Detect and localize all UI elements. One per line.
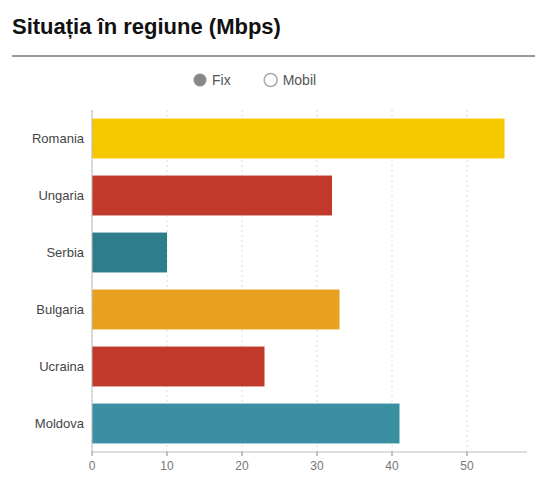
legend-label: Mobil [283, 72, 316, 88]
bar [92, 347, 265, 387]
grid-line [242, 110, 243, 452]
grid-line [317, 110, 318, 452]
legend-item: Fix [194, 72, 231, 88]
grid-line [467, 110, 468, 452]
grid [92, 110, 467, 452]
x-tick-label: 50 [460, 459, 474, 473]
legend-label: Fix [212, 72, 231, 88]
axes: 0 10 20 30 40 50 Moldova Ucraina Bulgaria Serbia U… [32, 110, 527, 473]
title-rule [12, 56, 535, 57]
legend-item: Mobil [264, 72, 316, 88]
category-label: Bulgaria [36, 302, 84, 317]
x-tick [467, 452, 468, 456]
bar [92, 290, 340, 330]
x-tick [392, 452, 393, 456]
chart-container: Situația în regiune (Mbps) Fix Mobil 0 10 20 3… [0, 0, 547, 501]
x-tick-label: 10 [160, 459, 174, 473]
x-tick [317, 452, 318, 456]
legend-marker [194, 74, 207, 87]
x-tick-label: 30 [310, 459, 324, 473]
x-tick-label: 20 [235, 459, 249, 473]
bars [92, 119, 505, 444]
chart-svg: Situația în regiune (Mbps) Fix Mobil 0 10 20 3… [0, 0, 547, 501]
category-label: Moldova [35, 416, 85, 431]
title: Situația în regiune (Mbps) [12, 14, 281, 39]
x-axis-line [92, 452, 527, 453]
category-label: Romania [32, 131, 85, 146]
legend-marker [264, 74, 277, 87]
bar [92, 233, 167, 273]
bar [92, 404, 400, 444]
category-label: Ucraina [39, 359, 85, 374]
category-label: Ungaria [38, 188, 84, 203]
x-tick-label: 40 [385, 459, 399, 473]
x-tick [92, 452, 93, 456]
grid-line [167, 110, 168, 452]
category-label: Serbia [46, 245, 84, 260]
x-tick-label: 0 [89, 459, 96, 473]
bar [92, 119, 505, 159]
grid-line [92, 110, 93, 452]
y-axis-line [92, 110, 93, 452]
x-tick [167, 452, 168, 456]
x-tick [242, 452, 243, 456]
bar [92, 176, 332, 216]
grid-line [392, 110, 393, 452]
